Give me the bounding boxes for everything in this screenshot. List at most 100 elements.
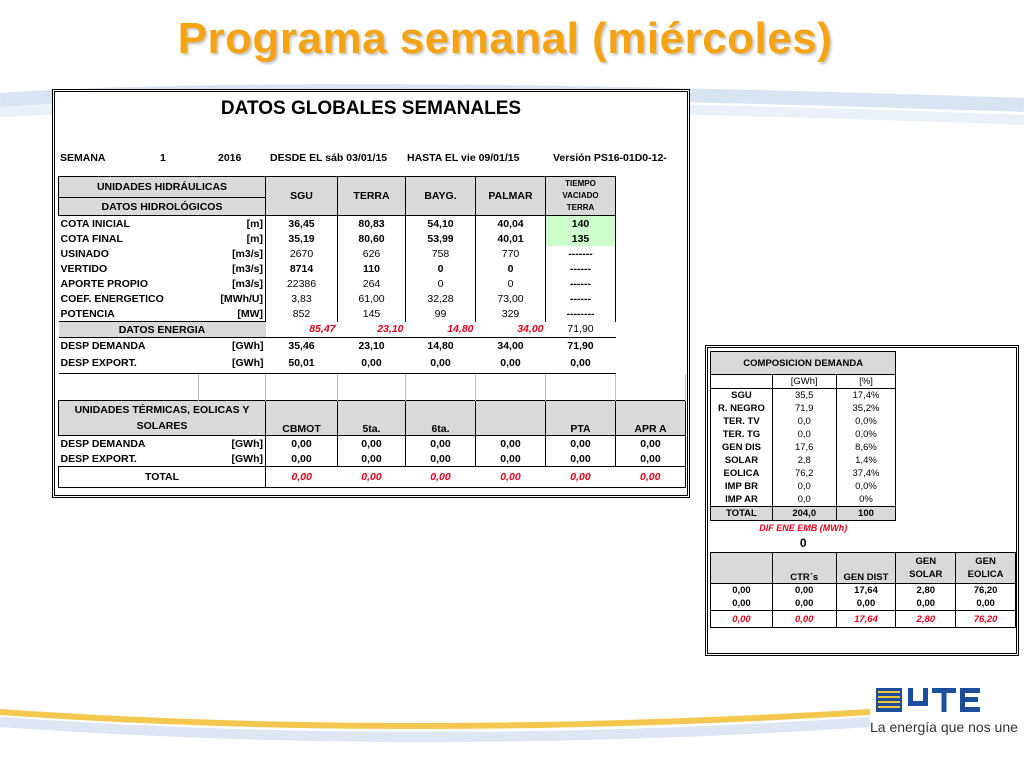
col-cbmot: CBMOT: [265, 400, 338, 436]
row-value: 770: [475, 246, 546, 261]
composicion-row: EOLICA 76,2 37,4%: [710, 467, 1016, 480]
comp-gwh: 0,0: [771, 428, 837, 441]
gen-value: 0,00: [835, 597, 897, 611]
col-bayg: BAYG.: [405, 176, 476, 216]
hydro-header-line1: UNIDADES HIDRÁULICAS: [58, 176, 266, 198]
slogan: La energía que nos une: [870, 719, 1018, 735]
ute-logo-mark-icon: [876, 688, 980, 712]
desp-demanda-label: DESP DEMANDA: [60, 339, 146, 352]
row-value: 40,01: [475, 231, 546, 246]
unit-gwh: [GWh]: [771, 374, 837, 389]
dif-ene-label: DIF ENE EMB (MWh): [759, 522, 848, 533]
composicion-row: SGU 35,5 17,4%: [710, 388, 1016, 402]
row-label: COTA INICIAL: [60, 217, 130, 230]
row-value: 0,00: [545, 435, 616, 451]
row-value: 61,00: [337, 291, 406, 306]
desp-demanda-extra: 71,90: [567, 339, 594, 352]
row-unit: [m3/s]: [232, 277, 263, 290]
thermal-row: DESP DEMANDA [GWh] 0,00 0,00 0,00 0,00 0,00 0,0…: [59, 435, 686, 451]
gen-value: 0,00: [710, 583, 773, 597]
gen-total-3: 2,80: [895, 610, 957, 628]
gen-value: 17,64: [835, 583, 897, 597]
hydro-row: POTENCIA [MW] 852 145 99 329 --------: [59, 306, 686, 322]
row-unit: [m3/s]: [232, 262, 263, 275]
comp-label: SGU: [710, 388, 773, 402]
comp-pct: 0,0%: [835, 415, 897, 428]
hydro-row: COEF. ENERGETICO [MWh/U] 3,83 61,00 32,28 73,…: [59, 291, 686, 306]
row-value: 0,00: [615, 435, 686, 451]
row-value: 53,99: [405, 231, 476, 246]
col-6ta: 6ta.: [405, 400, 476, 436]
row-value: 0,00: [337, 451, 406, 467]
gen-total-4: 76,20: [955, 610, 1016, 628]
gen-col-ctrs: CTR´s: [771, 552, 837, 584]
total-apr-a: 0,00: [615, 466, 686, 488]
row-extra: ------: [545, 276, 616, 291]
col-apr-a: APR A: [615, 400, 686, 436]
row-value: 0,00: [405, 435, 476, 451]
comp-pct: 8,6%: [835, 441, 897, 454]
row-label: USINADO: [60, 247, 109, 260]
desp-demanda-unit: [GWh]: [232, 339, 264, 352]
col-empty: [475, 400, 546, 436]
row-unit: [m]: [246, 232, 263, 245]
row-value: 852: [265, 306, 338, 322]
row-extra: --------: [545, 306, 616, 322]
row-label: DESP EXPORT.: [60, 452, 137, 465]
desp-export-palmar: 0,00: [475, 353, 546, 374]
desp-demanda-bayg: 14,80: [427, 339, 454, 352]
row-value: 110: [337, 261, 406, 276]
hydro-header-line2: DATOS HIDROLÓGICOS: [58, 197, 266, 216]
dif-ene-value: 0: [799, 536, 807, 550]
desp-export-bayg: 0,00: [405, 353, 476, 374]
energia-sgu: 85,47: [265, 321, 338, 338]
comp-pct: 17,4%: [835, 388, 897, 402]
comp-label: GEN DIS: [710, 441, 773, 454]
comp-pct: 37,4%: [835, 467, 897, 480]
desp-demanda-palmar: 34,00: [497, 339, 524, 352]
row-value: 0,00: [265, 435, 338, 451]
row-value: 0,00: [405, 451, 476, 467]
gen-value: 0,00: [771, 597, 837, 611]
tiempo-line3: TERRA: [566, 203, 595, 212]
row-extra: 135: [545, 231, 616, 246]
composicion-demanda-panel: COMPOSICION DEMANDA [GWh] [%] SGU 35,5 17,…: [705, 345, 1019, 656]
row-value: 0,00: [475, 435, 546, 451]
hydro-row: VERTIDO [m3/s] 8714 110 0 0 ------: [59, 261, 686, 276]
ute-logo: [876, 688, 980, 712]
side-total-label: TOTAL: [710, 506, 773, 521]
gen-col-eolica: GEN EOLICA: [955, 552, 1016, 584]
row-value: 0: [475, 261, 546, 276]
gen-value: 0,00: [895, 597, 957, 611]
row-value: 99: [405, 306, 476, 322]
gen-row: 0,00 0,00 17,64 2,80 76,20: [710, 583, 1016, 597]
week-year: 2016: [218, 152, 242, 164]
desp-export-unit: [GWh]: [198, 353, 266, 374]
row-value: 0: [405, 261, 476, 276]
col-palmar: PALMAR: [475, 176, 546, 216]
row-value: 8714: [265, 261, 338, 276]
tiempo-line1: TIEMPO: [565, 179, 596, 188]
comp-gwh: 0,0: [771, 493, 837, 507]
gen-value: 2,80: [895, 583, 957, 597]
thermal-row: DESP EXPORT. [GWh] 0,00 0,00 0,00 0,00 0,00 0,0…: [59, 451, 686, 467]
row-unit: [GWh]: [231, 437, 264, 450]
hydro-table: UNIDADES HIDRÁULICAS SGU TERRA BAYG. PAL…: [58, 176, 686, 488]
composicion-row: SOLAR 2,8 1,4%: [710, 454, 1016, 467]
total-pta: 0,00: [545, 466, 616, 488]
thermal-header-line2: SOLARES: [136, 420, 188, 432]
thermal-header-line1: UNIDADES TÉRMICAS, EOLICAS Y: [74, 404, 250, 416]
week-number: 1: [160, 152, 166, 164]
energia-extra: 71,90: [545, 321, 616, 338]
comp-pct: 1,4%: [835, 454, 897, 467]
gen-total-0: 0,00: [710, 610, 773, 628]
composicion-row: GEN DIS 17,6 8,6%: [710, 441, 1016, 454]
desp-demanda-terra: 23,10: [358, 339, 385, 352]
row-value: 36,45: [265, 215, 338, 231]
row-unit: [MWh/U]: [220, 292, 263, 305]
side-total-pct: 100: [835, 506, 897, 521]
global-weekly-data-table: DATOS GLOBALES SEMANALES SEMANA 1 2016 D…: [52, 89, 690, 498]
gen-value: 76,20: [955, 583, 1016, 597]
comp-pct: 0%: [835, 493, 897, 507]
col-pta: PTA: [545, 400, 616, 436]
